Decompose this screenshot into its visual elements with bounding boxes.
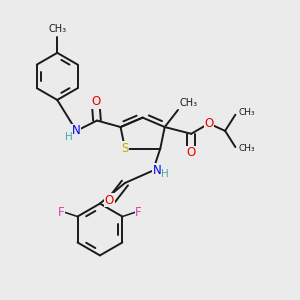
- Text: F: F: [135, 206, 142, 219]
- Text: H: H: [161, 169, 169, 179]
- Text: F: F: [58, 206, 64, 219]
- Text: CH₃: CH₃: [179, 98, 198, 109]
- Text: N: N: [72, 124, 81, 137]
- Text: CH₃: CH₃: [239, 144, 256, 153]
- Text: CH₃: CH₃: [48, 24, 66, 34]
- Text: O: O: [187, 146, 196, 159]
- Text: S: S: [121, 142, 129, 155]
- Text: CH₃: CH₃: [239, 108, 256, 117]
- Text: O: O: [204, 117, 214, 130]
- Text: N: N: [153, 164, 162, 176]
- Text: O: O: [105, 194, 114, 207]
- Text: O: O: [91, 95, 100, 108]
- Text: H: H: [65, 132, 73, 142]
